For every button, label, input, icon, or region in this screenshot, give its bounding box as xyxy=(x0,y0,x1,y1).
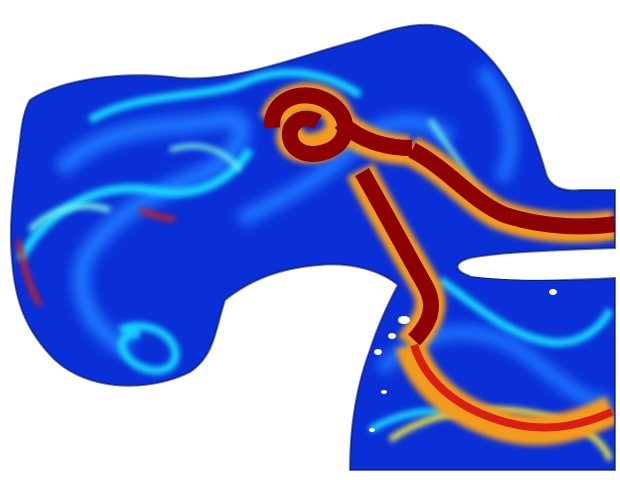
small-hole-6 xyxy=(369,428,375,432)
jet-core-red xyxy=(264,87,616,346)
cyan-streak-left xyxy=(15,147,254,263)
channel-gap-right xyxy=(470,254,615,280)
domain-edge xyxy=(9,23,616,471)
swirl-upper-right xyxy=(474,65,518,184)
cyan-streak-top xyxy=(87,68,363,124)
yellow-streak-bottom xyxy=(388,406,613,462)
yellow-streak-left xyxy=(27,203,111,233)
high-speed-jets xyxy=(15,82,616,446)
small-hole-5 xyxy=(549,289,557,295)
small-hole-2 xyxy=(388,333,396,339)
small-red-streaks xyxy=(15,207,176,307)
swirl-left-upper xyxy=(53,109,251,359)
small-hole-4 xyxy=(381,390,387,394)
cyan-streak-right xyxy=(437,276,614,347)
jet-lower-branch xyxy=(410,343,614,432)
small-hole-1 xyxy=(398,316,410,324)
cyan-eddy-bottom-left xyxy=(117,322,180,375)
domain-base-fill xyxy=(10,24,616,470)
flow-domain xyxy=(10,24,616,470)
small-hole-3 xyxy=(374,349,382,355)
yellow-streak-center xyxy=(169,143,242,172)
swirl-center xyxy=(236,113,456,228)
white-holes xyxy=(369,254,615,432)
